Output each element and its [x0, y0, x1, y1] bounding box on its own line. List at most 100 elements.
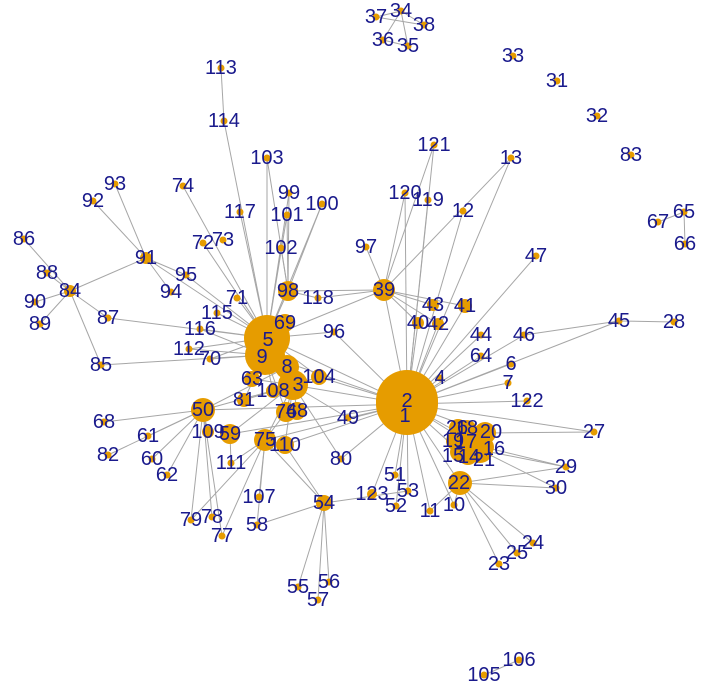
node-label-2: 2: [401, 390, 412, 412]
node-86: [20, 235, 28, 243]
edge-54-55: [297, 502, 325, 588]
node-label-95: 95: [175, 264, 197, 286]
node-label-97: 97: [355, 236, 377, 258]
node-89: [36, 320, 44, 328]
node-44: [477, 331, 485, 339]
node-label-60: 60: [141, 448, 163, 470]
node-label-123: 123: [355, 483, 388, 505]
node-label-49: 49: [337, 407, 359, 429]
node-27: [590, 428, 598, 436]
node-49: [344, 414, 352, 422]
node-label-112: 112: [173, 338, 205, 360]
node-label-8: 8: [281, 356, 292, 378]
node-label-26: 26: [446, 417, 468, 439]
edge-37-38: [375, 16, 425, 26]
node-label-7: 7: [502, 372, 513, 394]
node-13: [507, 154, 515, 162]
node-label-93: 93: [104, 173, 126, 195]
node-label-106: 106: [502, 649, 535, 671]
node-80: [337, 455, 345, 463]
node-label-122: 122: [510, 390, 543, 412]
node-label-111: 111: [216, 452, 246, 474]
edge-50-68: [103, 409, 204, 423]
node-label-102: 102: [264, 237, 297, 259]
node-28: [670, 318, 678, 326]
node-95: [182, 271, 190, 279]
node-77: [218, 532, 226, 540]
node-87: [104, 314, 112, 322]
node-label-39: 39: [373, 279, 395, 301]
node-label-108: 108: [256, 380, 289, 402]
node-10: [450, 501, 458, 509]
node-113: [217, 64, 225, 72]
node-108: [266, 384, 280, 398]
node-40: [412, 317, 424, 329]
node-100: [318, 200, 326, 208]
edge-22-24: [459, 482, 534, 544]
edge-39-13: [383, 157, 512, 291]
edge-50-62: [166, 409, 204, 476]
edge-54-110: [284, 444, 325, 504]
node-2: [376, 370, 438, 432]
edge-84-85: [69, 290, 102, 366]
node-label-69: 69: [274, 312, 296, 334]
edge-91-95: [145, 257, 187, 276]
edge-84-89: [39, 290, 71, 325]
node-label-27: 27: [583, 421, 605, 443]
node-56: [325, 578, 333, 586]
edge-22-30: [459, 482, 557, 489]
node-79: [187, 516, 195, 524]
edge-39-98: [287, 289, 385, 292]
node-label-87: 87: [97, 307, 119, 329]
node-label-47: 47: [525, 245, 547, 267]
edge-22-23: [459, 482, 500, 565]
node-label-19: 19: [442, 430, 464, 452]
edge-20-27: [484, 431, 595, 434]
node-label-59: 59: [219, 423, 241, 445]
node-label-65: 65: [673, 201, 695, 223]
node-label-1: 1: [399, 405, 410, 427]
node-43: [427, 299, 439, 311]
node-label-57: 57: [307, 589, 329, 611]
edge-22-25: [459, 482, 518, 554]
edge-5-114: [223, 120, 268, 339]
edge-16-29: [483, 446, 567, 468]
edge-50-8: [202, 366, 288, 411]
node-38: [420, 21, 428, 29]
node-107: [255, 493, 263, 501]
node-97: [362, 243, 370, 251]
node-label-98: 98: [277, 280, 299, 302]
node-label-66: 66: [674, 233, 696, 255]
node-label-36: 36: [372, 29, 394, 51]
node-label-32: 32: [586, 105, 608, 127]
node-label-83: 83: [620, 144, 642, 166]
node-116: [196, 325, 204, 333]
node-label-74: 74: [172, 175, 194, 197]
node-114: [220, 117, 228, 125]
edge-39-118: [317, 289, 385, 299]
node-111: [227, 459, 235, 467]
node-7: [504, 379, 512, 387]
node-42: [432, 318, 444, 330]
node-54: [316, 495, 332, 511]
edge-91-93: [114, 183, 147, 259]
node-96: [330, 328, 338, 336]
node-36: [379, 36, 387, 44]
node-label-63: 63: [241, 368, 263, 390]
node-label-85: 85: [90, 354, 112, 376]
edge-98-101: [286, 214, 289, 292]
node-92: [89, 197, 97, 205]
node-82: [104, 451, 112, 459]
node-label-91: 91: [135, 247, 157, 269]
node-121: [430, 141, 438, 149]
node-73: [219, 236, 227, 244]
edge-36-35: [382, 39, 409, 47]
edge-1-13: [406, 157, 512, 405]
node-label-103: 103: [250, 147, 283, 169]
node-33: [509, 52, 517, 60]
node-label-107: 107: [242, 486, 275, 508]
node-label-50: 50: [192, 399, 214, 421]
edge-65-66: [683, 211, 686, 245]
node-label-110: 110: [269, 434, 301, 456]
